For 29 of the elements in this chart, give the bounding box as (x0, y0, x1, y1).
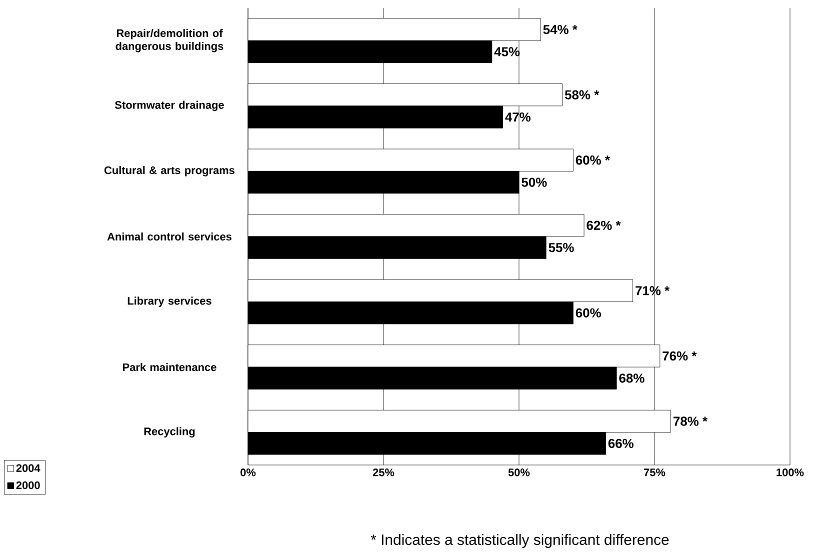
data-label: 47% (505, 112, 531, 122)
x-tick-label: 100% (776, 468, 804, 476)
x-tick-label: 50% (508, 468, 530, 476)
data-label: 66% (608, 438, 634, 448)
x-tick-label: 25% (372, 468, 394, 476)
data-label: 60% * (576, 156, 610, 165)
y-tick-label: Park maintenance (123, 363, 216, 372)
data-label: 58% * (564, 90, 600, 100)
y-tick-label: Cultural & arts programs (104, 166, 234, 176)
y-tick-label: Animal control services (107, 232, 232, 241)
data-label: 71% * (636, 286, 670, 296)
data-label: 76% * (662, 351, 697, 361)
data-label: 54% * (543, 24, 578, 34)
y-tick-label: Library services (128, 296, 212, 307)
data-label: 68% (619, 374, 644, 383)
data-label: 50% (522, 178, 547, 187)
legend-label: 2000 (16, 481, 40, 490)
y-tick-label: Stormwater drainage (114, 100, 224, 112)
legend-label: 2004 (16, 464, 40, 472)
x-tick-label: 75% (644, 468, 666, 476)
data-label: 55% (548, 243, 574, 252)
data-label: 45% (494, 47, 520, 56)
y-tick-label: Repair/demolition of dangerous buildings (116, 29, 224, 52)
x-tick-label: 0% (240, 468, 256, 476)
text: * Indicates a statistically significant difference (370, 534, 669, 548)
data-label: 62% * (586, 220, 621, 230)
y-tick-label: Recycling (144, 427, 195, 438)
data-label: 78% * (674, 416, 708, 426)
data-label: 60% (576, 308, 601, 318)
